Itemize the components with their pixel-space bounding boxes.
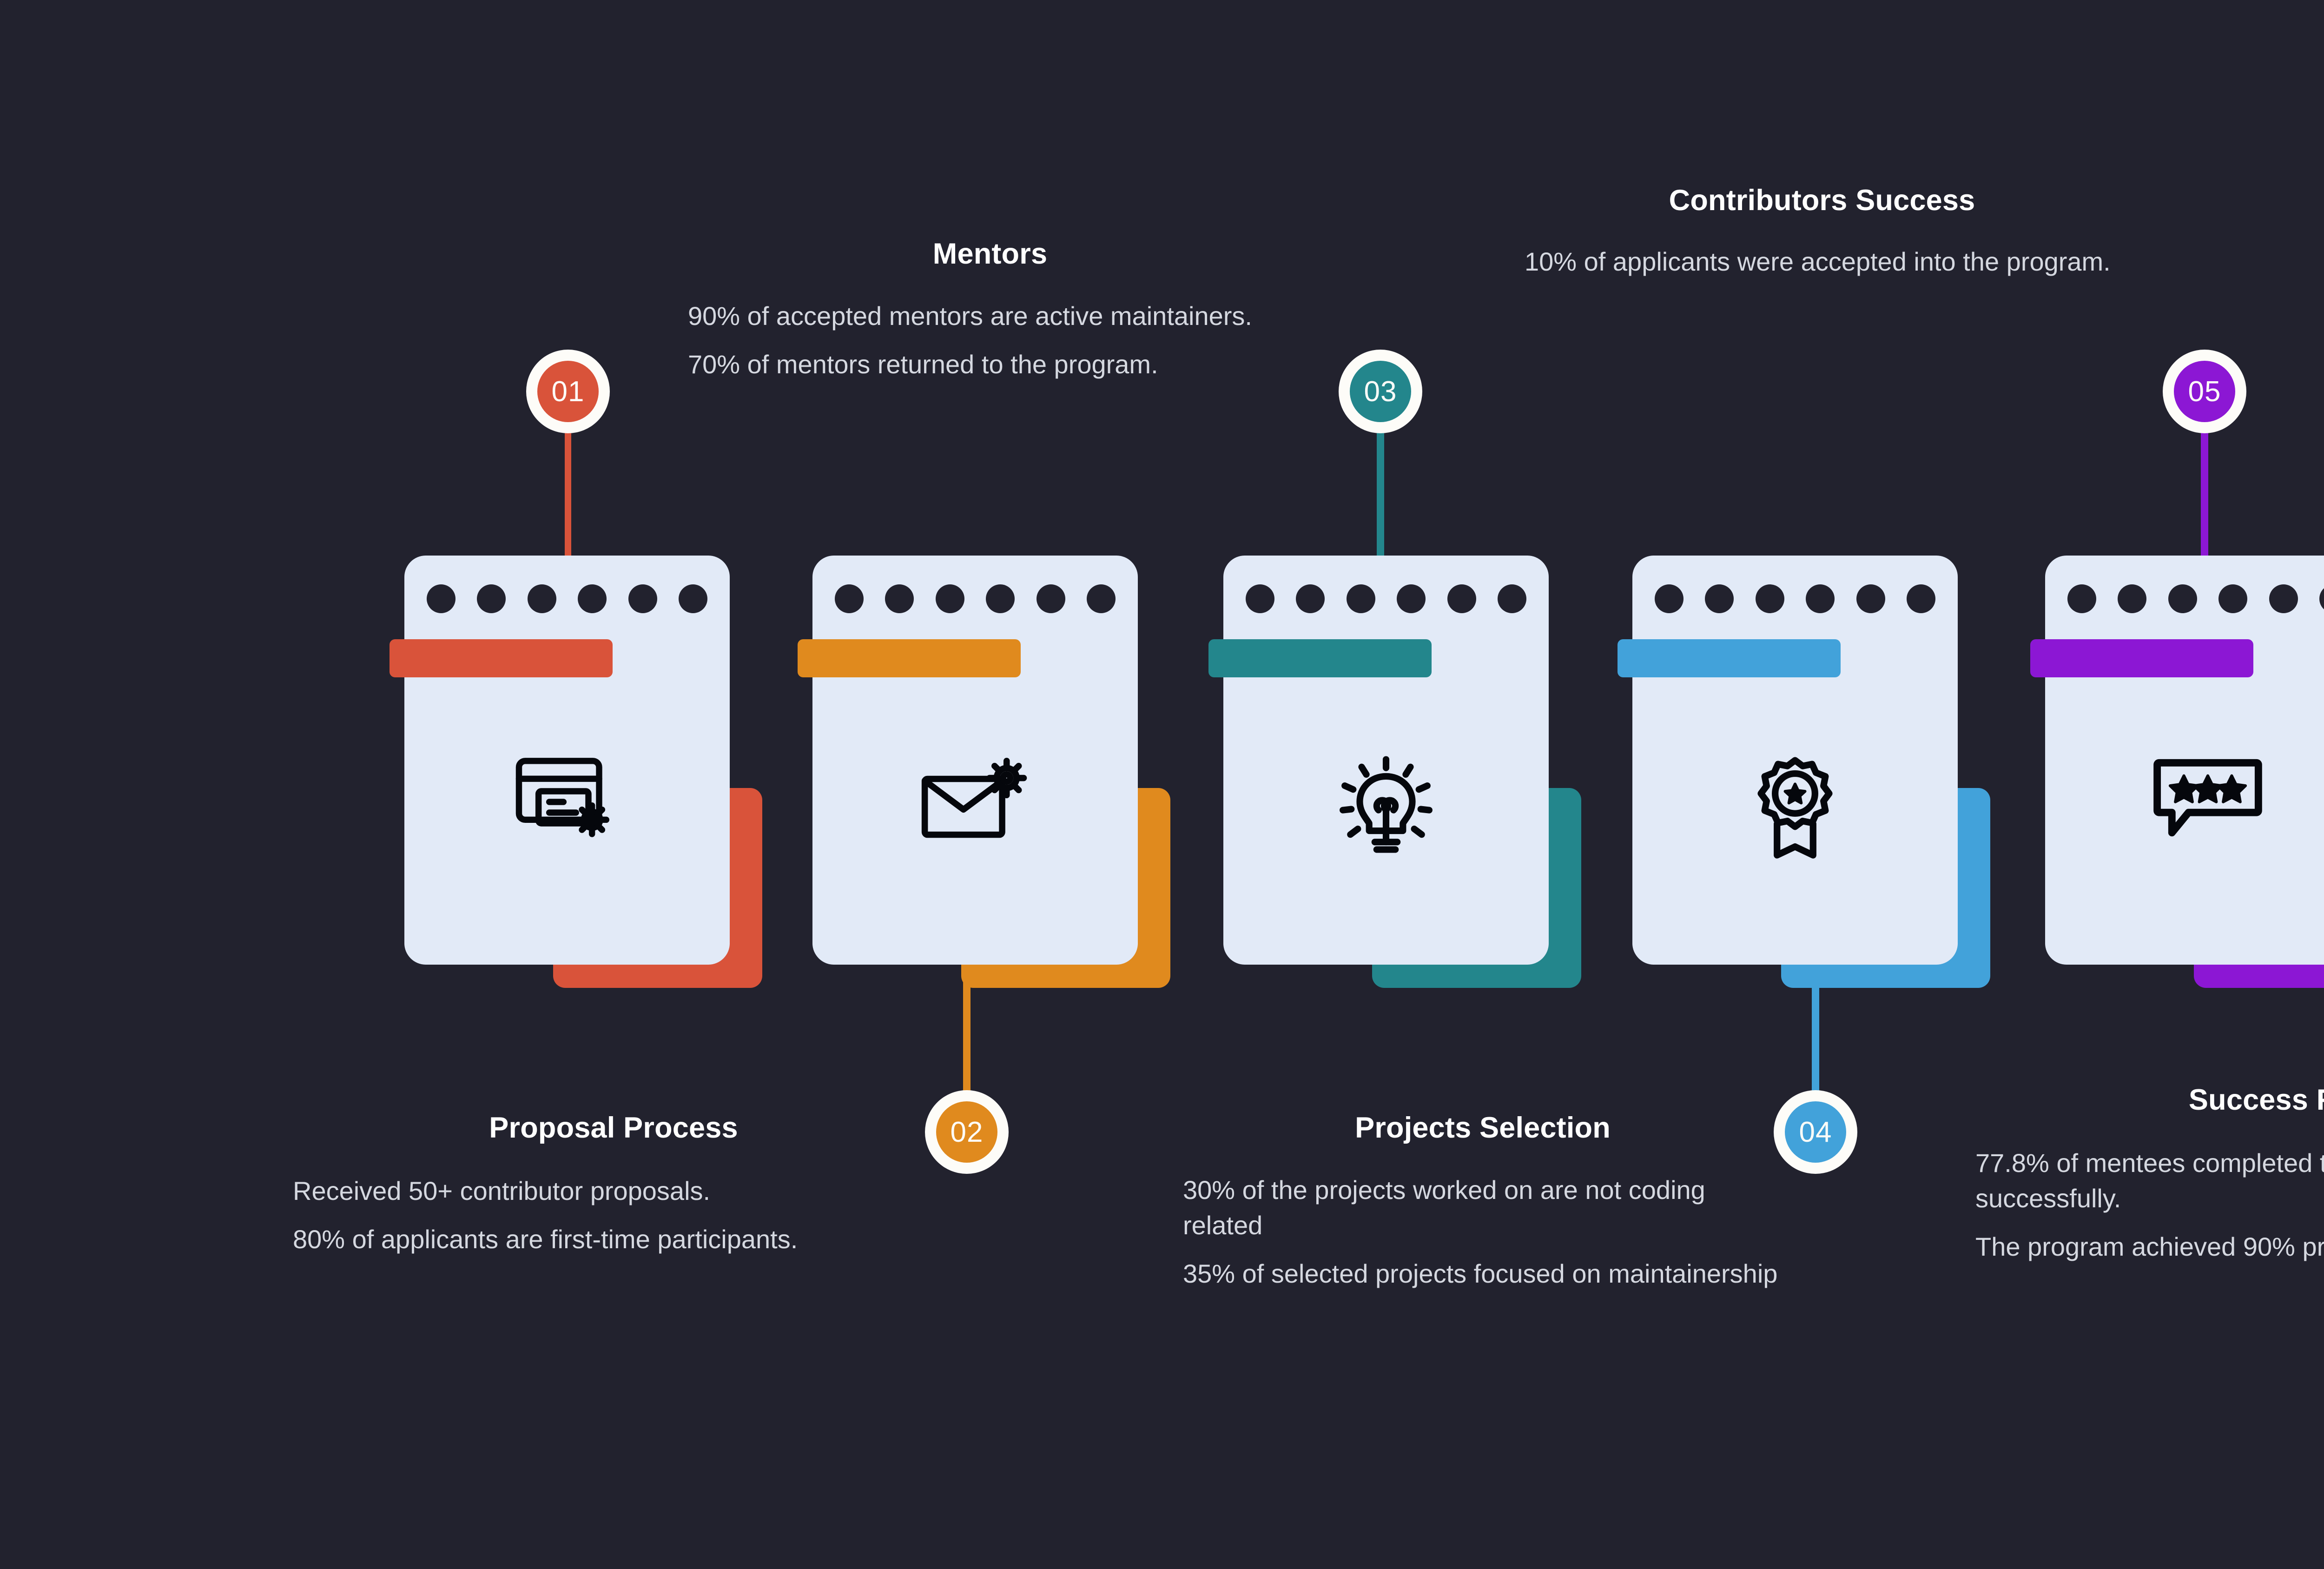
- spiral-dot: [1346, 584, 1375, 613]
- spiral-dot: [1856, 584, 1885, 613]
- spiral-dot: [986, 584, 1015, 613]
- step-badge-01[interactable]: 01: [526, 350, 610, 433]
- spiral-dot: [1397, 584, 1426, 613]
- spiral-dot: [1497, 584, 1526, 613]
- block-line: The program achieved 90% project complet…: [1975, 1232, 2324, 1262]
- connector-line-01: [565, 418, 571, 558]
- spiral-dot: [935, 584, 964, 613]
- step-badge-04[interactable]: 04: [1774, 1090, 1857, 1174]
- spiral-dot: [1036, 584, 1065, 613]
- block-line: 30% of the projects worked on are not co…: [1183, 1175, 1705, 1240]
- text-block-mentors: Mentors 90% of accepted mentors are acti…: [688, 237, 1292, 382]
- step-badge-05-inner: 05: [2174, 361, 2235, 422]
- block-title-contributors-success: Contributors Success: [1669, 184, 1975, 217]
- spiral-dot: [1246, 584, 1274, 613]
- block-line: 80% of applicants are first-time partici…: [293, 1225, 798, 1254]
- step-badge-01-inner: 01: [537, 361, 599, 422]
- connector-line-02: [963, 958, 971, 1102]
- lightbulb-idea-icon: [1223, 755, 1549, 855]
- envelope-gear-icon: [812, 755, 1138, 844]
- card-colorbar-02: [798, 639, 1021, 677]
- spiral-dot: [2269, 584, 2298, 613]
- spiral-dot: [2118, 584, 2147, 613]
- block-body-mentors: 90% of accepted mentors are active maint…: [688, 298, 1292, 382]
- spiral-dot: [2168, 584, 2197, 613]
- step-number-05: 05: [2188, 375, 2221, 408]
- block-line: 77.8% of mentees completed the program s…: [1975, 1148, 2324, 1213]
- spiral-dot: [527, 584, 556, 613]
- browser-window-gear-icon: [404, 755, 730, 848]
- block-title-success-rate: Success Rate: [2188, 1084, 2324, 1116]
- step-number-03: 03: [1364, 375, 1397, 408]
- step-card-05[interactable]: [2030, 556, 2324, 988]
- spiral-dot: [477, 584, 506, 613]
- block-body-success-rate: 77.8% of mentees completed the program s…: [1975, 1145, 2324, 1264]
- connector-line-03: [1377, 418, 1384, 558]
- spiral-dot: [885, 584, 914, 613]
- card-dots-05: [2067, 584, 2324, 613]
- spiral-dot: [1296, 584, 1325, 613]
- connector-line-05: [2201, 418, 2208, 558]
- connector-line-04: [1812, 958, 1819, 1102]
- card-dots-04: [1655, 584, 1935, 613]
- step-badge-03-inner: 03: [1350, 361, 1411, 422]
- block-title-mentors: Mentors: [932, 238, 1048, 270]
- step-number-01: 01: [551, 375, 585, 408]
- block-line: 90% of accepted mentors are active maint…: [688, 301, 1252, 331]
- card-colorbar-04: [1618, 639, 1841, 677]
- block-line: 70% of mentors returned to the program.: [688, 350, 1158, 379]
- step-card-02[interactable]: [798, 556, 1170, 988]
- spiral-dot: [1086, 584, 1116, 613]
- card-colorbar-03: [1208, 639, 1432, 677]
- spiral-dot: [1806, 584, 1835, 613]
- step-badge-02-inner: 02: [936, 1101, 997, 1163]
- spiral-dot: [1655, 584, 1684, 613]
- step-badge-04-inner: 04: [1785, 1101, 1846, 1163]
- block-line: 10% of applicants were accepted into the…: [1525, 247, 2111, 276]
- step-badge-05[interactable]: 05: [2163, 350, 2246, 433]
- spiral-dot: [678, 584, 707, 613]
- card-face-02: [812, 556, 1138, 965]
- spiral-dot: [2319, 584, 2324, 613]
- review-stars-speech-bubble-icon: [2045, 755, 2324, 844]
- spiral-dot: [1906, 584, 1935, 613]
- step-card-04[interactable]: [1618, 556, 1990, 988]
- block-body-projects-selection: 30% of the projects worked on are not co…: [1183, 1172, 1783, 1291]
- spiral-dot: [1447, 584, 1476, 613]
- text-block-contributors-success: Contributors Success 10% of applicants w…: [1522, 184, 2122, 279]
- spiral-dot: [835, 584, 864, 613]
- text-block-success-rate: Success Rate 77.8% of mentees completed …: [1975, 1083, 2324, 1264]
- block-line: 35% of selected projects focused on main…: [1183, 1259, 1778, 1289]
- spiral-dot: [1755, 584, 1784, 613]
- spiral-dot: [2218, 584, 2248, 613]
- card-dots-03: [1246, 584, 1526, 613]
- step-number-02: 02: [950, 1116, 984, 1148]
- spiral-dot: [1705, 584, 1734, 613]
- spiral-dot: [427, 584, 456, 613]
- card-dots-02: [835, 584, 1116, 613]
- card-colorbar-05: [2030, 639, 2253, 677]
- step-card-01[interactable]: [390, 556, 762, 988]
- spiral-dot: [578, 584, 607, 613]
- step-card-03[interactable]: [1208, 556, 1581, 988]
- spiral-dot: [2067, 584, 2096, 613]
- block-body-proposal-process: Received 50+ contributor proposals. 80% …: [293, 1173, 934, 1257]
- step-badge-02[interactable]: 02: [925, 1090, 1009, 1174]
- block-body-contributors-success: 10% of applicants were accepted into the…: [1522, 244, 2122, 279]
- block-title-projects-selection: Projects Selection: [1355, 1112, 1611, 1144]
- block-line: Received 50+ contributor proposals.: [293, 1176, 711, 1205]
- card-dots-01: [427, 584, 707, 613]
- award-ribbon-star-icon: [1632, 755, 1958, 860]
- card-colorbar-01: [390, 639, 613, 677]
- spiral-dot: [628, 584, 657, 613]
- step-badge-03[interactable]: 03: [1339, 350, 1422, 433]
- text-block-proposal-process: Proposal Process Received 50+ contributo…: [293, 1111, 934, 1257]
- step-number-04: 04: [1799, 1116, 1832, 1148]
- text-block-projects-selection: Projects Selection 30% of the projects w…: [1183, 1111, 1783, 1291]
- block-title-proposal-process: Proposal Process: [489, 1112, 738, 1144]
